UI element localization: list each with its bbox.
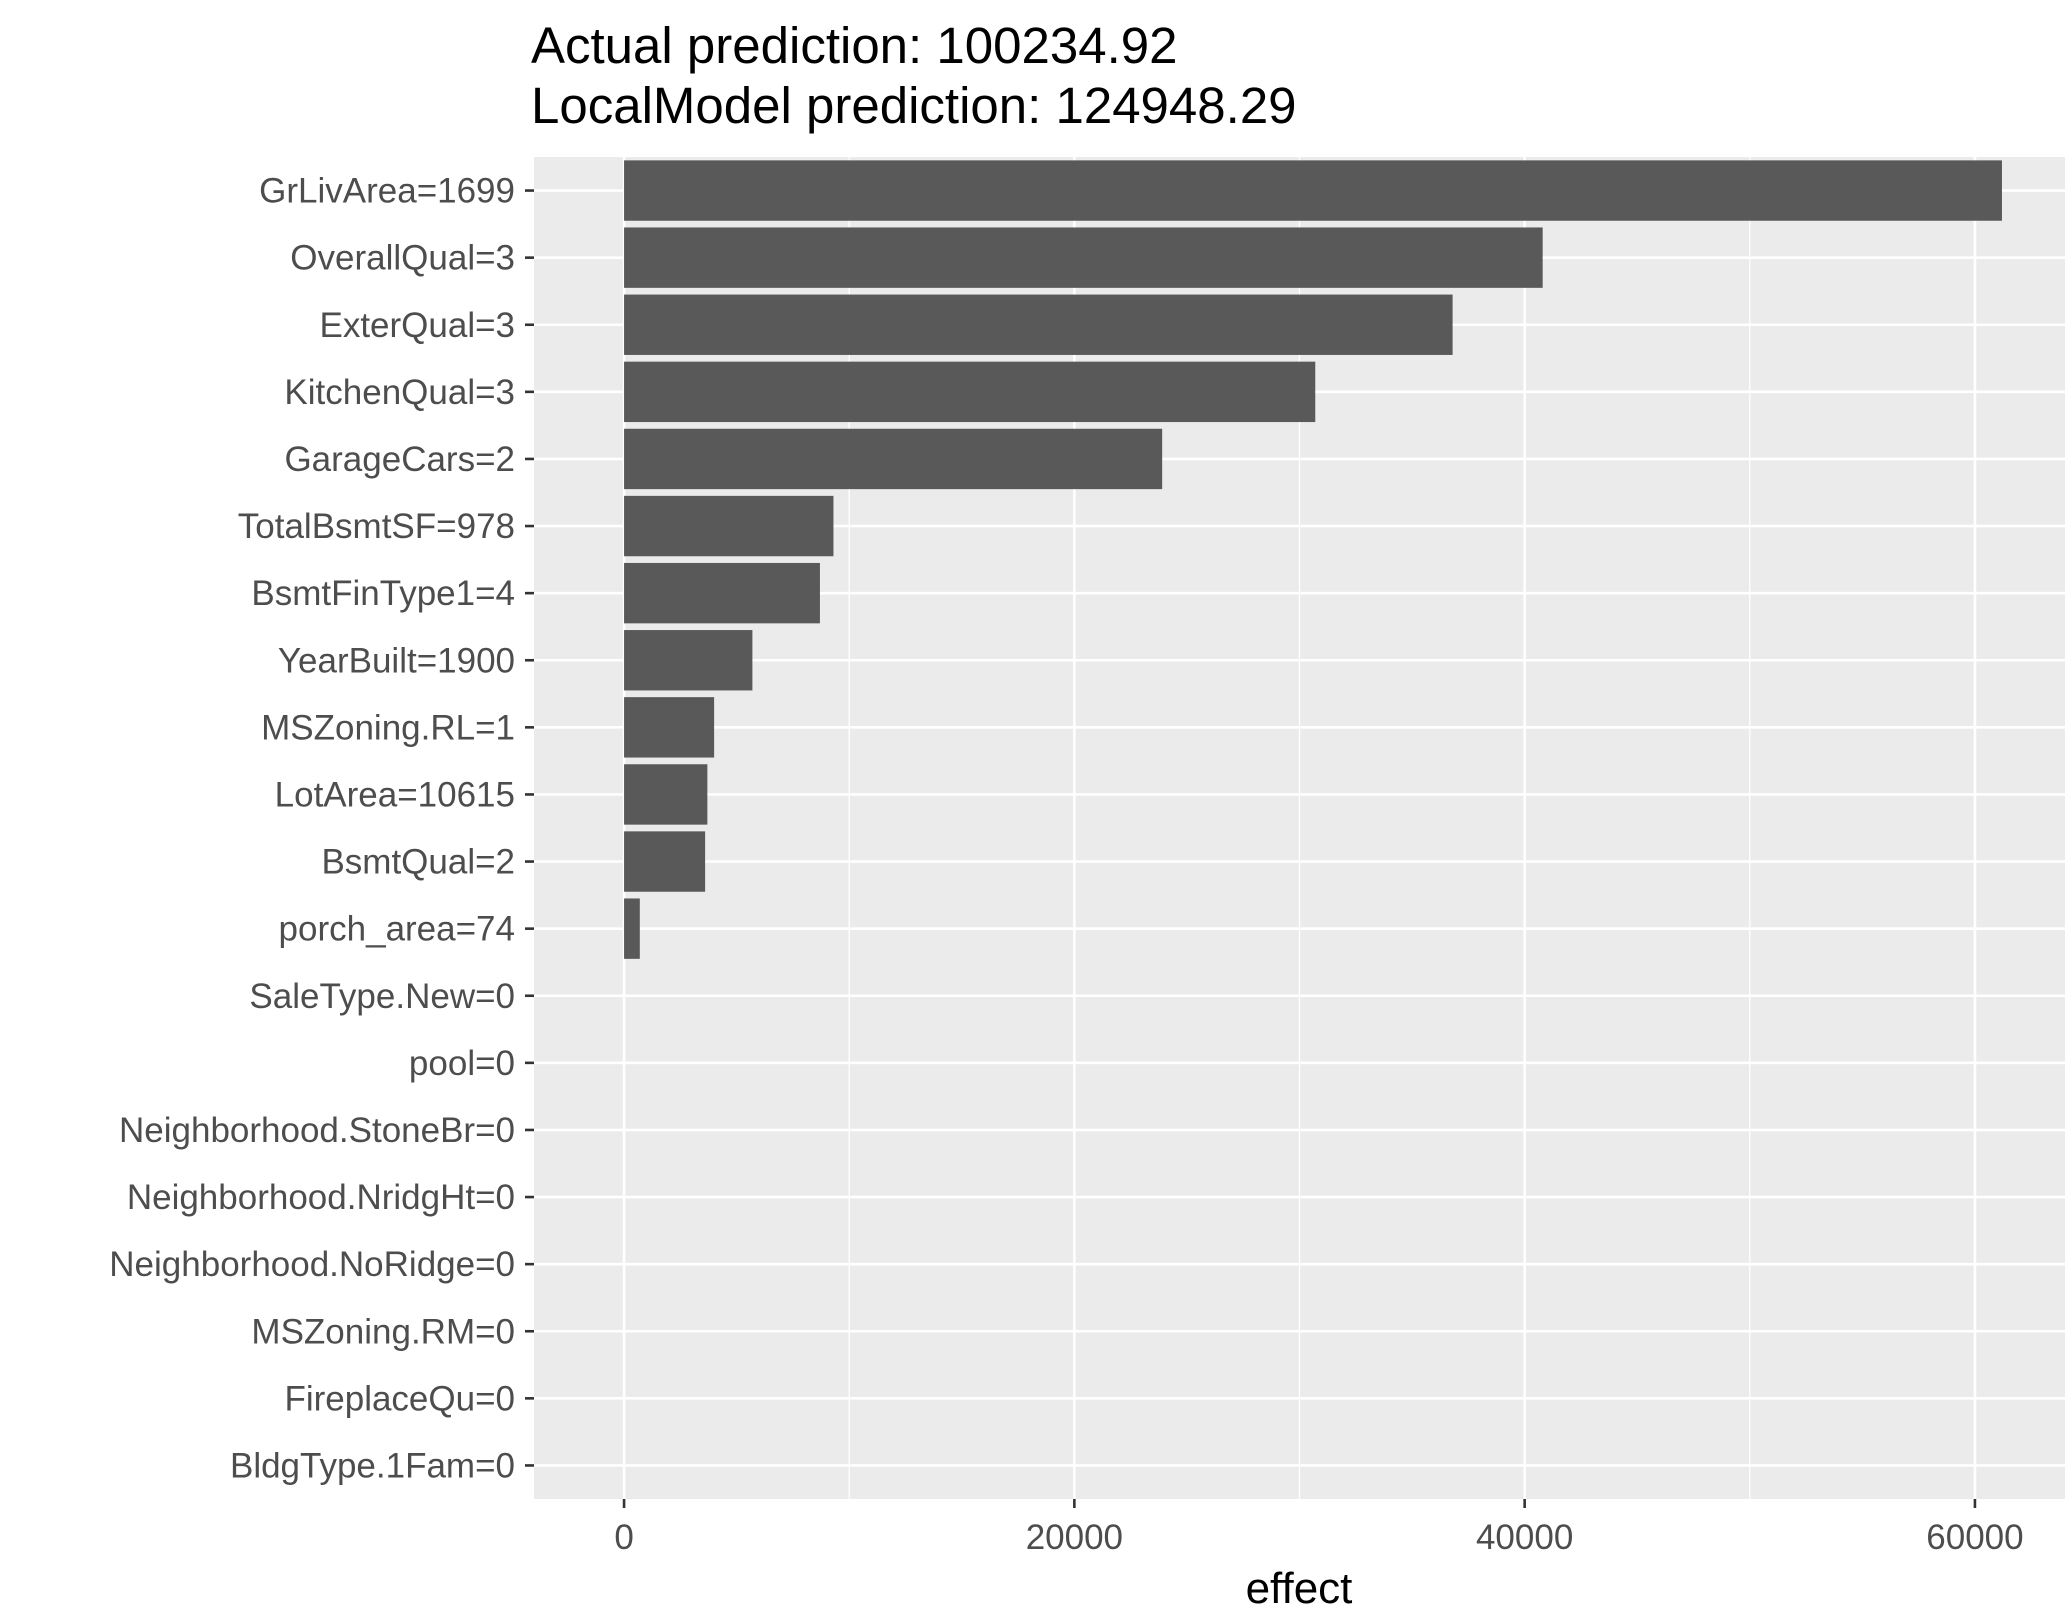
x-tick-label: 0 — [614, 1518, 633, 1557]
y-tick-label: TotalBsmtSF=978 — [238, 507, 515, 546]
y-tick-label: MSZoning.RM=0 — [251, 1312, 515, 1351]
x-tick-label: 60000 — [1926, 1518, 2023, 1557]
chart-title-line-2: LocalModel prediction: 124948.29 — [531, 77, 1297, 134]
y-tick-label: pool=0 — [409, 1044, 515, 1083]
chart-title-line-1: Actual prediction: 100234.92 — [531, 17, 1178, 74]
y-tick-label: OverallQual=3 — [290, 239, 515, 278]
y-tick-label: GarageCars=2 — [284, 440, 515, 479]
bars — [624, 160, 2002, 959]
y-tick-label: FireplaceQu=0 — [284, 1379, 515, 1418]
x-axis: 0 20000 40000 60000 — [614, 1499, 2024, 1557]
x-axis-label: effect — [1246, 1564, 1353, 1613]
y-tick-label: BsmtQual=2 — [321, 843, 515, 882]
y-tick-label: GrLivArea=1699 — [259, 172, 515, 211]
y-tick-label: KitchenQual=3 — [284, 373, 515, 412]
bar — [624, 697, 715, 758]
y-tick-label: SaleType.New=0 — [249, 977, 515, 1016]
bar — [624, 294, 1453, 355]
bar — [624, 630, 753, 691]
y-tick-label: YearBuilt=1900 — [278, 641, 515, 680]
bar — [624, 160, 2002, 221]
y-tick-label: LotArea=10615 — [275, 775, 515, 814]
y-tick-label: MSZoning.RL=1 — [261, 708, 515, 747]
y-tick-label: ExterQual=3 — [319, 306, 515, 345]
bar — [624, 764, 708, 825]
y-tick-label: Neighborhood.StoneBr=0 — [119, 1111, 515, 1150]
y-tick-label: BldgType.1Fam=0 — [230, 1446, 515, 1485]
x-tick-label: 20000 — [1026, 1518, 1123, 1557]
y-tick-label: Neighborhood.NoRidge=0 — [109, 1245, 515, 1284]
bar — [624, 428, 1163, 490]
y-tick-label: porch_area=74 — [279, 910, 515, 949]
y-tick-label: BsmtFinType1=4 — [251, 574, 515, 613]
bar — [624, 227, 1543, 288]
x-tick-label: 40000 — [1476, 1518, 1573, 1557]
bar — [624, 898, 640, 959]
bar — [624, 495, 834, 557]
bar — [624, 361, 1316, 423]
y-tick-label: Neighborhood.NridgHt=0 — [127, 1178, 515, 1217]
y-axis: GrLivArea=1699 OverallQual=3 ExterQual=3 Ki… — [109, 172, 534, 1485]
bar — [624, 831, 706, 892]
bar — [624, 562, 820, 624]
